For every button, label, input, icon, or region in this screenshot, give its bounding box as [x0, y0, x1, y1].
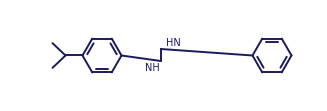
Text: NH: NH [145, 62, 160, 72]
Text: HN: HN [166, 38, 181, 48]
